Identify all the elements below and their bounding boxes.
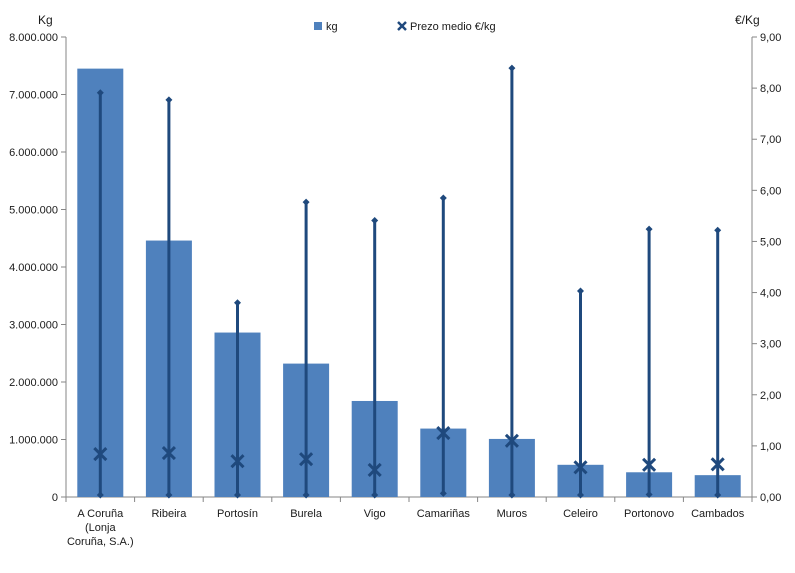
y-right-tick-label: 2,00 xyxy=(760,390,781,402)
y-left-tick-label: 4.000.000 xyxy=(9,262,58,274)
price-min-marker xyxy=(165,491,173,499)
legend: kg Prezo medio €/kg xyxy=(314,21,496,33)
x-tick-label: Camariñas xyxy=(417,508,471,520)
legend-label-prezo-medio: Prezo medio €/kg xyxy=(410,21,496,33)
price-min-marker xyxy=(439,489,447,497)
y-left-tick-label: 5.000.000 xyxy=(9,205,58,217)
legend-swatch-kg xyxy=(314,22,322,30)
y-right-tick-label: 6,00 xyxy=(760,185,781,197)
price-average-marker xyxy=(161,445,176,461)
x-stroke xyxy=(93,447,108,462)
x-tick-label: Vigo xyxy=(364,508,386,520)
y-right-tick-label: 3,00 xyxy=(760,339,781,351)
y-right-tick-label: 7,00 xyxy=(760,134,781,146)
tick-labels: 0 1.000.000 2.000.000 3.000.000 4.000.000 5.0… xyxy=(9,32,781,548)
price-average-marker xyxy=(93,447,108,462)
price-min-marker xyxy=(508,491,516,499)
y-right-axis-title: €/Kg xyxy=(735,13,760,27)
price-min-marker xyxy=(234,491,241,499)
price-min-marker xyxy=(714,491,722,499)
y-left-tick-label: 1.000.000 xyxy=(9,435,58,447)
price-min-marker xyxy=(577,491,584,499)
x-tick-label: Portosín xyxy=(217,508,258,520)
y-right-tick-label: 5,00 xyxy=(760,236,781,248)
price-max-marker xyxy=(714,226,722,234)
y-right-tick-label: 0,00 xyxy=(760,492,781,504)
price-max-marker xyxy=(439,194,447,202)
x-stroke xyxy=(230,454,245,469)
x-tick-label: Muros xyxy=(497,508,528,520)
legend-swatch-prezo-medio xyxy=(397,21,407,31)
price-max-marker xyxy=(577,287,584,295)
x-tick-label: A Coruña (Lonja Coruña, S.A.) xyxy=(67,508,134,548)
x-stroke xyxy=(710,457,725,472)
x-tick-label: Ribeira xyxy=(151,508,187,520)
legend-label-kg: kg xyxy=(326,21,338,33)
y-left-tick-label: 7.000.000 xyxy=(9,90,58,102)
y-left-tick-label: 0 xyxy=(52,492,58,504)
price-min-marker xyxy=(302,491,310,499)
x-stroke xyxy=(161,445,176,461)
price-average-marker xyxy=(573,460,588,475)
x-tick-label: Cambados xyxy=(691,508,745,520)
price-max-marker xyxy=(302,198,310,206)
price-average-marker xyxy=(299,452,314,467)
x-stroke xyxy=(642,457,657,472)
price-min-marker xyxy=(371,491,379,499)
price-min-marker xyxy=(96,491,104,499)
price-average-marker xyxy=(710,457,725,472)
price-max-marker xyxy=(234,299,241,307)
price-max-marker xyxy=(165,96,173,104)
bar-series xyxy=(77,68,741,498)
y-left-axis-title: Kg xyxy=(38,13,53,27)
price-average-marker xyxy=(436,426,451,441)
y-right-tick-label: 8,00 xyxy=(760,83,781,95)
x-stroke xyxy=(504,433,519,448)
y-left-tick-label: 8.000.000 xyxy=(9,32,58,44)
x-tick-label: Burela xyxy=(290,508,323,520)
x-stroke xyxy=(299,452,314,467)
y-left-tick-label: 3.000.000 xyxy=(9,320,58,332)
x-tick-label: Celeiro xyxy=(563,508,598,520)
price-average-marker xyxy=(642,457,657,472)
y-right-tick-label: 9,00 xyxy=(760,32,781,44)
price-average-marker xyxy=(367,462,382,477)
x-stroke xyxy=(436,426,451,441)
x-stroke xyxy=(573,460,588,475)
x-stroke xyxy=(367,462,382,477)
x-tick-label: Portonovo xyxy=(624,508,674,520)
y-right-tick-label: 1,00 xyxy=(760,441,781,453)
price-max-marker xyxy=(96,89,104,97)
y-left-tick-label: 6.000.000 xyxy=(9,147,58,159)
y-left-tick-label: 2.000.000 xyxy=(9,377,58,389)
price-average-marker xyxy=(504,433,519,448)
x-stroke xyxy=(397,21,407,31)
price-max-marker xyxy=(371,216,379,224)
price-max-marker xyxy=(645,225,653,233)
price-min-marker xyxy=(645,490,653,498)
price-average-marker xyxy=(230,454,245,469)
price-markers xyxy=(93,426,725,477)
price-max-marker xyxy=(508,64,516,72)
y-right-tick-label: 4,00 xyxy=(760,288,781,300)
